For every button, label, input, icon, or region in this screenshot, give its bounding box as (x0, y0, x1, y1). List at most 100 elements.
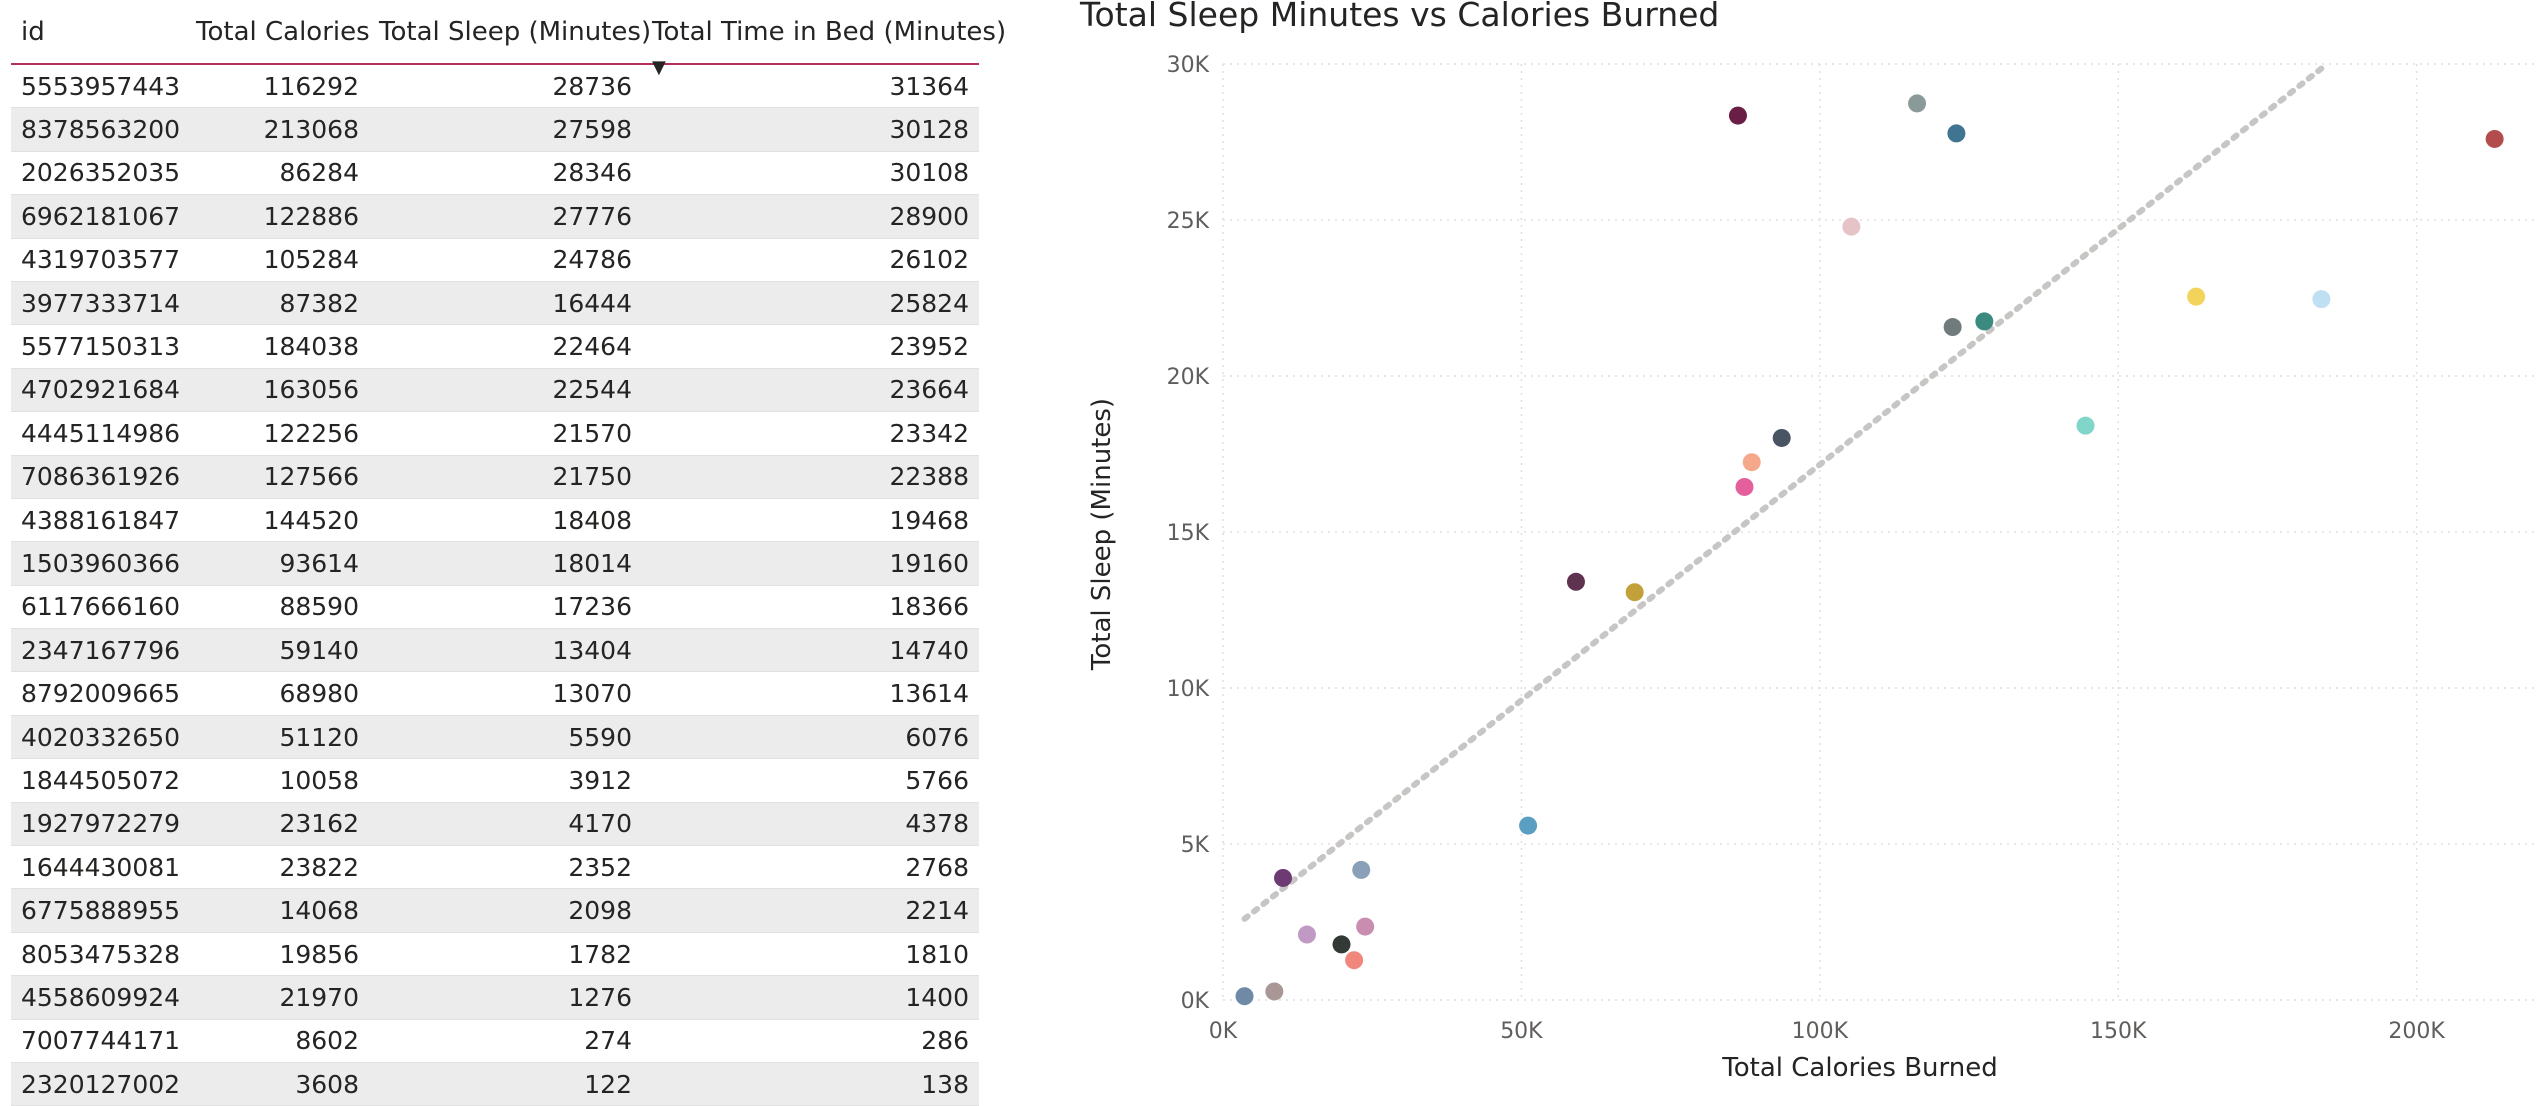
cell-total-calories: 122886 (263, 201, 359, 231)
data-point[interactable] (1947, 124, 1966, 143)
data-point[interactable] (2076, 416, 2095, 435)
data-point[interactable] (1943, 318, 1962, 337)
cell-total-sleep: 28736 (552, 71, 632, 101)
cell-total-sleep: 17236 (552, 592, 632, 622)
table-row[interactable]: 3977333714 87382 16444 25824 (11, 281, 979, 325)
cell-total-calories: 127566 (263, 462, 359, 492)
table-row[interactable]: 8053475328 19856 1782 1810 (11, 932, 979, 976)
scatter-chart-panel: Total Sleep Minutes vs Calories Burned 0… (1060, 0, 2545, 1098)
data-point[interactable] (1235, 987, 1254, 1006)
data-point[interactable] (1566, 572, 1585, 591)
table-row[interactable]: 4020332650 51120 5590 6076 (11, 715, 979, 759)
column-header-total-calories[interactable]: Total Calories (196, 16, 370, 47)
data-point[interactable] (1519, 816, 1538, 835)
table-row[interactable]: 4558609924 21970 1276 1400 (11, 975, 979, 1020)
data-point[interactable] (1265, 982, 1284, 1001)
table-row[interactable]: 2347167796 59140 13404 14740 (11, 628, 979, 672)
cell-total-time-in-bed: 23342 (889, 418, 969, 448)
cell-total-sleep: 27598 (552, 115, 632, 145)
table-row[interactable]: 6962181067 122886 27776 28900 (11, 194, 979, 239)
cell-total-time-in-bed: 1400 (905, 982, 969, 1012)
column-header-total-time-in-bed[interactable]: Total Time in Bed (Minutes) ▼ (642, 0, 1006, 77)
cell-total-calories: 3608 (295, 1069, 359, 1099)
cell-id: 4558609924 (21, 982, 181, 1012)
data-point[interactable] (1345, 951, 1364, 970)
data-point[interactable] (1297, 925, 1316, 944)
table-row[interactable]: 2320127002 3608 122 138 (11, 1062, 979, 1106)
cell-total-calories: 10058 (279, 765, 359, 795)
cell-total-calories: 93614 (279, 548, 359, 578)
axis-ticks: 0K 5K 10K 15K 20K 25K 30K 0K 50K 100K 150K 200K (1167, 53, 2446, 1044)
trend-line-path (1241, 61, 2331, 922)
data-points (1235, 94, 2504, 1006)
cell-total-time-in-bed: 138 (921, 1069, 969, 1099)
y-tick-label: 5K (1181, 833, 1210, 858)
column-header-id[interactable]: id (21, 16, 45, 47)
column-header-label: Total Time in Bed (Minutes) (652, 16, 1007, 47)
data-point[interactable] (1332, 935, 1351, 954)
table-row[interactable]: 1927972279 23162 4170 4378 (11, 802, 979, 846)
table-row[interactable]: 6775888955 14068 2098 2214 (11, 888, 979, 933)
cell-total-time-in-bed: 23952 (889, 332, 969, 362)
cell-total-calories: 122256 (263, 418, 359, 448)
table-row[interactable]: 1503960366 93614 18014 19160 (11, 541, 979, 586)
data-point[interactable] (1772, 428, 1791, 447)
y-tick-label: 25K (1167, 209, 1210, 234)
cell-id: 2320127002 (21, 1069, 181, 1099)
data-point[interactable] (2485, 129, 2504, 148)
cell-total-time-in-bed: 28900 (889, 201, 969, 231)
x-tick-label: 0K (1209, 1019, 1238, 1044)
data-point[interactable] (1742, 453, 1761, 472)
data-point[interactable] (1908, 94, 1927, 113)
column-header-total-sleep[interactable]: Total Sleep (Minutes) (379, 16, 652, 47)
cell-id: 2347167796 (21, 635, 181, 665)
cell-total-calories: 14068 (279, 896, 359, 926)
trend-line (1241, 61, 2331, 922)
cell-total-sleep: 274 (584, 1026, 632, 1056)
table-row[interactable]: 1844505072 10058 3912 5766 (11, 759, 979, 803)
cell-id: 1503960366 (21, 548, 181, 578)
table-row[interactable]: 4445114986 122256 21570 23342 (11, 412, 979, 456)
sort-descending-icon[interactable]: ▼ (652, 57, 666, 78)
cell-total-time-in-bed: 6076 (905, 722, 969, 752)
cell-total-calories: 19856 (279, 939, 359, 969)
data-point[interactable] (2187, 287, 2206, 306)
cell-total-time-in-bed: 18366 (889, 592, 969, 622)
cell-id: 7007744171 (21, 1026, 181, 1056)
table-row[interactable]: 5553957443 116292 28736 31364 (11, 64, 979, 108)
data-point[interactable] (1728, 106, 1747, 125)
data-point[interactable] (1735, 477, 1754, 496)
x-tick-label: 150K (2090, 1019, 2147, 1044)
data-point[interactable] (1356, 917, 1375, 936)
data-point[interactable] (1625, 583, 1644, 602)
table-row[interactable]: 8378563200 213068 27598 30128 (11, 107, 979, 152)
cell-id: 5577150313 (21, 332, 181, 362)
table-body: 5553957443 116292 28736 31364 8378563200 2130… (11, 64, 979, 1106)
cell-total-time-in-bed: 26102 (889, 245, 969, 275)
table-row[interactable]: 4319703577 105284 24786 26102 (11, 238, 979, 282)
cell-total-sleep: 27776 (552, 201, 632, 231)
y-tick-label: 20K (1167, 365, 1210, 390)
cell-id: 5553957443 (21, 71, 181, 101)
cell-total-calories: 213068 (263, 115, 359, 145)
data-point[interactable] (1842, 217, 1861, 236)
cell-total-sleep: 122 (584, 1069, 632, 1099)
cell-id: 4388161847 (21, 505, 181, 535)
table-row[interactable]: 5577150313 184038 22464 23952 (11, 325, 979, 369)
data-point[interactable] (1352, 860, 1371, 879)
data-point[interactable] (2312, 290, 2331, 309)
table-row[interactable]: 6117666160 88590 17236 18366 (11, 585, 979, 629)
data-point[interactable] (1975, 312, 1994, 331)
cell-total-time-in-bed: 1810 (905, 939, 969, 969)
cell-total-calories: 184038 (263, 332, 359, 362)
table-row[interactable]: 1644430081 23822 2352 2768 (11, 846, 979, 889)
data-point[interactable] (1274, 868, 1293, 887)
table-row[interactable]: 7007744171 8602 274 286 (11, 1019, 979, 1063)
table-row[interactable]: 4388161847 144520 18408 19468 (11, 498, 979, 542)
table-row[interactable]: 7086361926 127566 21750 22388 (11, 455, 979, 499)
table-row[interactable]: 8792009665 68980 13070 13614 (11, 672, 979, 716)
table-row[interactable]: 4702921684 163056 22544 23664 (11, 368, 979, 412)
table-row[interactable]: 2026352035 86284 28346 30108 (11, 151, 979, 195)
scatter-chart: Total Sleep Minutes vs Calories Burned 0… (1079, 0, 2536, 1083)
chart-title: Total Sleep Minutes vs Calories Burned (1079, 0, 1719, 34)
